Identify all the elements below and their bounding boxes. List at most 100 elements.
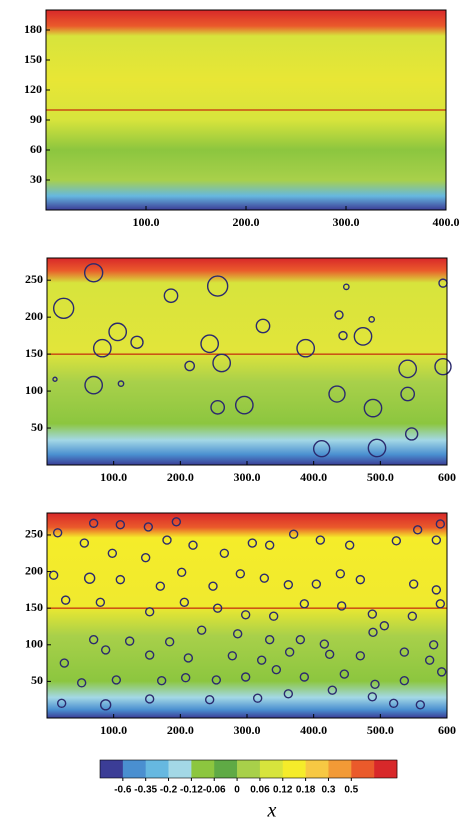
colorbar-swatch — [122, 760, 146, 778]
particle — [83, 572, 96, 584]
particle — [52, 297, 75, 319]
particle — [108, 322, 128, 342]
particle — [130, 335, 144, 349]
colorbar-swatch — [100, 760, 124, 778]
colorbar-swatch — [351, 760, 375, 778]
particle — [88, 518, 99, 528]
colorbar-tick-label: 0.12 — [273, 785, 293, 796]
particle — [324, 649, 335, 660]
colorbar-swatch — [191, 760, 215, 778]
x-tick-label: 600 — [438, 723, 456, 737]
particle — [353, 326, 373, 346]
contour-field — [47, 513, 447, 718]
particle — [299, 672, 310, 682]
particle — [200, 334, 220, 354]
particle — [115, 520, 126, 530]
x-tick-label: 100.0 — [100, 470, 127, 484]
particle — [388, 698, 399, 709]
particle — [295, 634, 306, 645]
particle — [144, 650, 155, 660]
particle — [212, 603, 223, 613]
particle — [79, 538, 90, 548]
particle — [232, 629, 243, 639]
particle — [240, 672, 251, 682]
particle — [84, 375, 104, 395]
particle — [83, 263, 104, 283]
colorbar-swatch — [259, 760, 284, 778]
particle — [59, 658, 70, 668]
particle — [391, 536, 402, 546]
particle — [327, 685, 338, 695]
particle — [52, 376, 58, 382]
y-tick-label: 100 — [25, 637, 43, 651]
x-tick-label: 300.0 — [333, 215, 360, 229]
y-tick-label: 200 — [25, 309, 43, 323]
x-tick-label: 400.0 — [300, 470, 327, 484]
particle — [56, 698, 67, 709]
particle — [264, 540, 275, 550]
y-tick-label: 90 — [30, 112, 42, 126]
particle — [144, 694, 155, 704]
y-tick-label: 120 — [24, 82, 42, 96]
colorbar-tick-label: 0.5 — [344, 785, 358, 796]
y-tick-label: 150 — [25, 600, 43, 614]
particle — [176, 567, 187, 578]
particle — [283, 689, 294, 699]
particle — [284, 647, 295, 657]
particle — [344, 540, 355, 550]
particle — [179, 597, 190, 608]
particle — [311, 579, 322, 589]
particle — [99, 699, 112, 711]
colorbar-tick-label: 0.18 — [296, 785, 316, 796]
particle — [336, 601, 347, 611]
particle — [415, 700, 426, 710]
y-tick-label: 150 — [24, 52, 42, 66]
y-tick-label: 30 — [30, 172, 42, 186]
x-tick-label: 500.0 — [367, 470, 394, 484]
particle — [367, 438, 387, 458]
particle — [184, 360, 196, 372]
particle — [48, 570, 59, 580]
colorbar-tick-label: -0.6 — [114, 785, 132, 796]
colorbar-swatch — [168, 760, 192, 778]
particle — [283, 580, 294, 590]
particle — [235, 569, 246, 579]
particle — [367, 692, 378, 702]
particle — [404, 427, 419, 441]
particle — [370, 679, 380, 690]
particle — [247, 538, 258, 548]
particle — [111, 675, 122, 685]
particle — [227, 651, 238, 661]
x-tick-label: 400.0 — [300, 723, 327, 737]
particle — [156, 675, 167, 686]
particle — [367, 609, 378, 619]
colorbar: -0.6 -0.35 -0.2 -0.12 -0.06 0 0.06 0.12 0.18 0.3 0… — [99, 759, 398, 796]
particle — [338, 330, 348, 341]
particle — [95, 597, 106, 608]
particle — [368, 315, 376, 323]
particle — [408, 579, 419, 589]
particle — [296, 338, 316, 358]
particle — [180, 673, 191, 683]
colorbar-swatch — [305, 760, 329, 778]
colorbar-tick-label: 0.06 — [250, 785, 270, 796]
x-tick-label: 300.0 — [234, 723, 261, 737]
x-tick-label: 200.0 — [233, 215, 260, 229]
particle — [363, 398, 383, 418]
particle — [115, 574, 126, 585]
particle — [143, 522, 154, 532]
x-tick-label: 200.0 — [167, 723, 194, 737]
particle — [252, 693, 263, 703]
particle — [212, 353, 232, 373]
particle — [328, 385, 346, 403]
particle — [256, 655, 267, 665]
particle — [312, 440, 331, 458]
colorbar-tick-label: -0.12 — [180, 785, 203, 796]
colorbar-tick-label: -0.06 — [203, 785, 226, 796]
y-tick-label: 50 — [31, 420, 43, 434]
particle — [288, 529, 299, 539]
particle — [219, 548, 230, 558]
particle — [240, 610, 251, 620]
x-tick-label: 400.0 — [433, 215, 460, 229]
